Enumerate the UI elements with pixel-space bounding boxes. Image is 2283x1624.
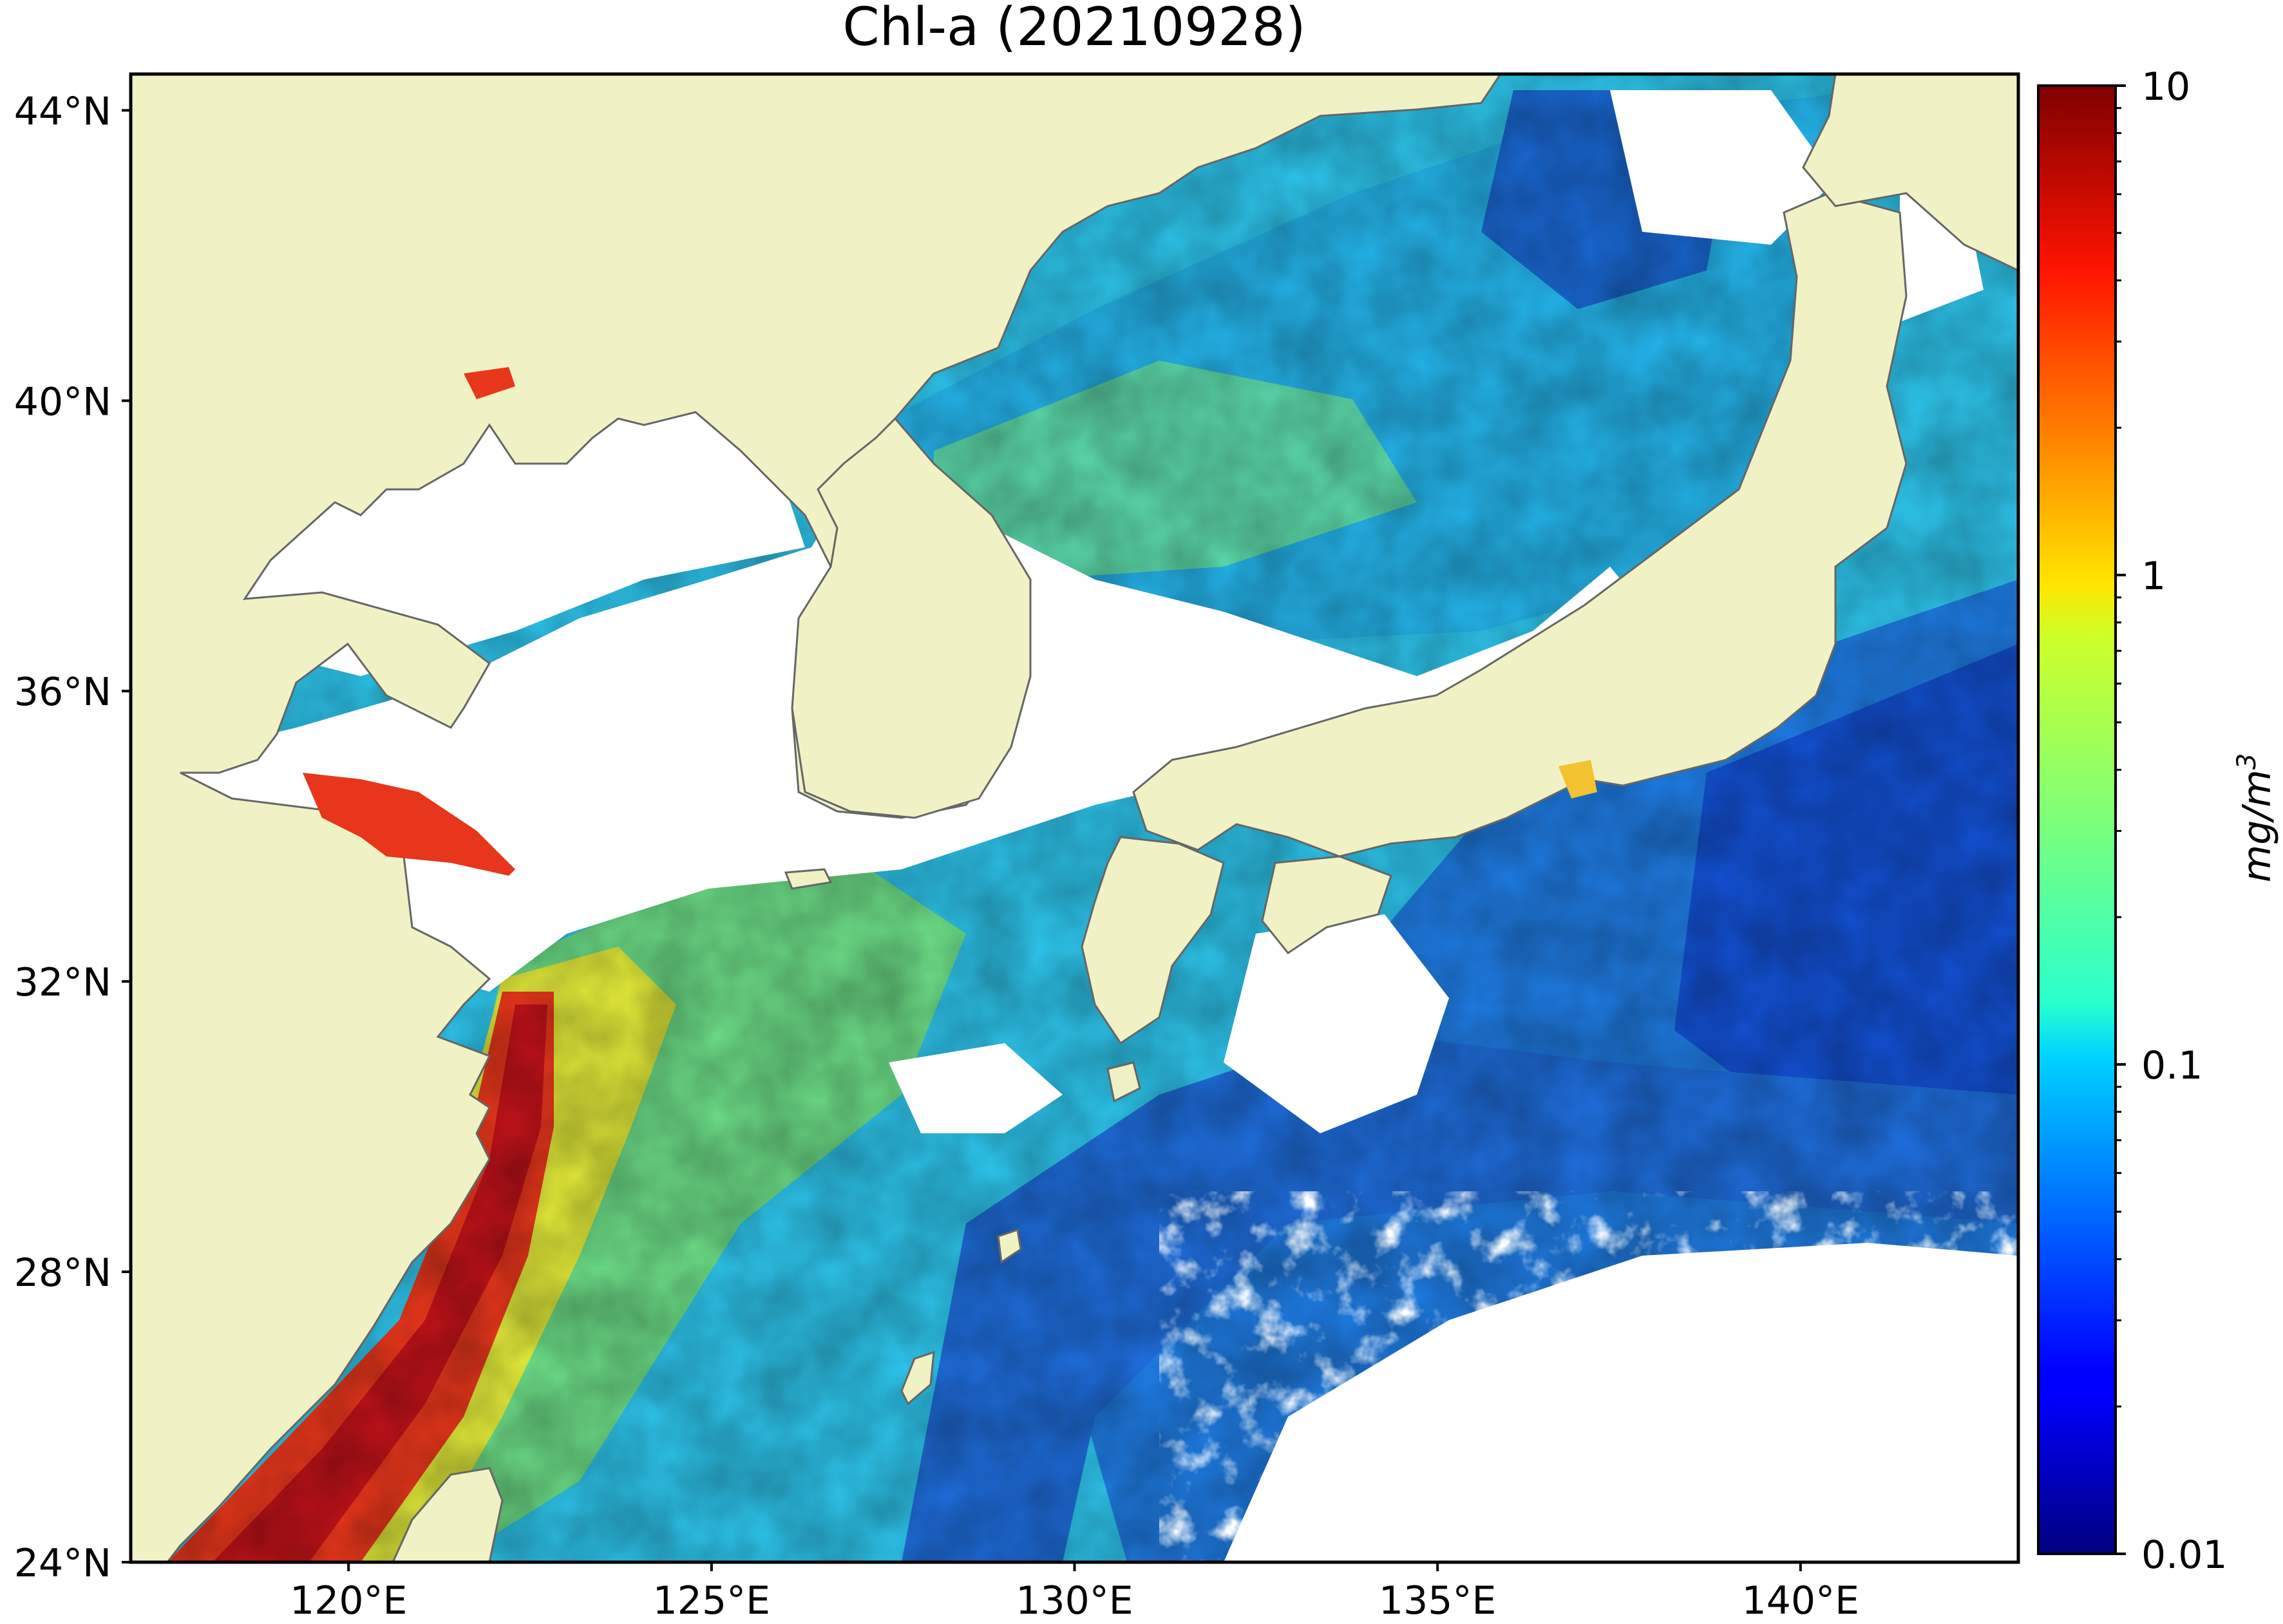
lon-tick-label: 135°E — [1379, 1578, 1496, 1623]
map-title: Chl-a (20210928) — [842, 0, 1305, 58]
colorbar-gradient — [2037, 84, 2117, 1555]
colorbar: 10 1 0.1 0.01 mg/m3 — [2037, 64, 2280, 1578]
lat-tick-label: 24°N — [14, 1541, 111, 1586]
lat-tick-label: 36°N — [14, 670, 111, 715]
land-japan-shikoku — [1261, 855, 1392, 955]
land-yakushima — [1106, 1061, 1141, 1103]
lat-ticks: 44°N 40°N 36°N 32°N 28°N 24°N — [14, 89, 131, 1586]
lon-tick-label: 125°E — [653, 1578, 770, 1623]
red-bloom-bohai — [464, 367, 515, 399]
colorbar-tick-label: 10 — [2141, 64, 2190, 109]
colorbar-tick-label: 0.01 — [2141, 1533, 2228, 1578]
colorbar-unit-label: mg/m3 — [2232, 753, 2280, 883]
lon-tick-label: 120°E — [290, 1578, 407, 1623]
cloud-speckle — [1159, 1191, 2018, 1562]
lat-tick-label: 40°N — [14, 379, 111, 424]
land-japan-honshu — [1132, 192, 1908, 858]
red-bloom-jiangsu — [303, 773, 515, 876]
land-okinawa — [900, 1350, 935, 1406]
lon-ticks: 120°E 125°E 130°E 135°E 140°E — [290, 1562, 1859, 1623]
colorbar-tick-label: 1 — [2141, 554, 2166, 599]
lat-tick-label: 44°N — [14, 89, 111, 134]
lat-tick-label: 28°N — [14, 1251, 111, 1296]
colorbar-tick-label: 0.1 — [2141, 1043, 2202, 1088]
land-amami — [997, 1229, 1022, 1264]
land-japan-hokkaido — [1802, 74, 2018, 272]
bloom-ise-bay — [1558, 760, 1597, 798]
land-taiwan — [392, 1467, 504, 1562]
map-panel — [131, 74, 2018, 1562]
lon-tick-label: 130°E — [1016, 1578, 1133, 1623]
cloud-off-kyushu — [889, 1043, 1063, 1133]
land-korea — [791, 417, 1032, 819]
lat-tick-label: 32°N — [14, 960, 111, 1005]
land-japan-kyushu — [1081, 836, 1225, 1045]
cloud-hokkaido — [1610, 90, 1835, 245]
land-jeju — [784, 868, 833, 890]
colorbar-ticks: 10 1 0.1 0.01 — [2116, 64, 2228, 1578]
cloud-mid-pacific — [1224, 914, 1449, 1133]
lon-tick-label: 140°E — [1742, 1578, 1859, 1623]
